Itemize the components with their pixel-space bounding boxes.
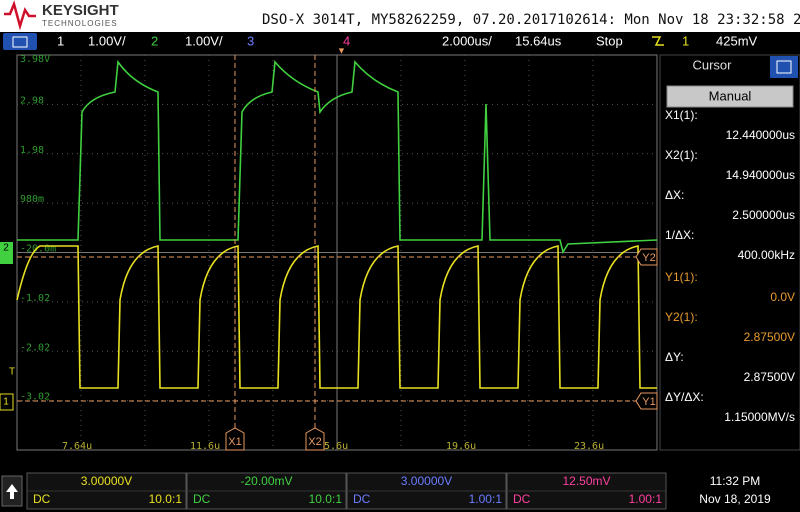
readout-value: 14.940000us	[726, 168, 795, 182]
ch3-label: 3	[247, 33, 254, 48]
x1-flag[interactable]	[225, 427, 245, 451]
menu-button[interactable]	[3, 33, 37, 50]
y1-flag[interactable]	[635, 392, 658, 410]
status-bg	[0, 32, 800, 52]
x-label: 19.6u	[446, 441, 476, 452]
y-label: 1.98	[20, 145, 44, 156]
y-label: 2.98	[20, 95, 44, 106]
clock-date: Nov 18, 2019	[699, 492, 771, 506]
channel-offset: 3.00000V	[401, 474, 452, 488]
ch1-label: 1	[57, 33, 64, 48]
channel-coupling: DC	[193, 492, 211, 506]
x-labels: 7.64u 11.6u 15.6u 19.6u 23.6u	[62, 441, 604, 452]
readout-value: 400.00kHz	[738, 248, 795, 262]
x2-label: X2	[308, 436, 321, 448]
y-label: 3.98V	[20, 54, 50, 65]
y-label: -3.02	[20, 392, 50, 403]
channel-probe: 10.0:1	[149, 492, 183, 506]
mode: Manual	[709, 88, 752, 103]
x2-flag[interactable]	[305, 427, 325, 451]
ch4-label: 4	[343, 33, 350, 48]
trigger-level: 425mV	[716, 33, 758, 48]
y-label: 980m	[20, 194, 44, 205]
mode-button[interactable]	[666, 85, 794, 108]
readout-label: Y1(1):	[665, 270, 698, 284]
y-label: -20.0m	[20, 244, 56, 255]
readout-value: 2.87500V	[744, 330, 795, 344]
panel-menu-icon	[776, 60, 792, 74]
header-bg	[0, 0, 800, 32]
menu-icon	[12, 36, 28, 48]
readout-label: ΔX:	[665, 188, 684, 202]
y-label: -1.02	[20, 293, 50, 304]
readout-value: 1.15000MV/s	[724, 410, 795, 424]
ch2-marker: 2	[3, 243, 9, 254]
trigger-icon	[652, 36, 664, 46]
timebase: 2.000us/	[442, 33, 492, 48]
x-label: 7.64u	[62, 441, 92, 452]
ch2-scale: 1.00V/	[185, 33, 223, 48]
channel-offset: 12.50mV	[562, 474, 610, 488]
y-label: -2.02	[20, 342, 50, 353]
channel-probe: 1.00:1	[469, 492, 503, 506]
readout-value: 12.440000us	[726, 128, 795, 142]
readout-label: X2(1):	[665, 148, 698, 162]
trigger-marker: T	[9, 367, 15, 378]
y-labels: 3.98V 2.98 1.98 980m -20.0m -1.02 -2.02 -3.02	[20, 54, 56, 403]
run-state: Stop	[596, 33, 623, 48]
trigger-pos: ▼	[337, 45, 346, 55]
trigger-source: 1	[682, 33, 689, 48]
delay: 15.64us	[515, 33, 562, 48]
y2-label: Y2	[642, 252, 655, 264]
ch2-marker-bg	[0, 242, 13, 264]
readout-value: 2.87500V	[744, 370, 795, 384]
channel-offset: -20.00mV	[240, 474, 292, 488]
x-label: 11.6u	[190, 441, 220, 452]
readout-label: 1/ΔX:	[665, 228, 694, 242]
readout-value: 0.0V	[770, 290, 795, 304]
readout-label: X1(1):	[665, 108, 698, 122]
home-icon	[6, 484, 18, 499]
x1-label: X1	[228, 436, 241, 448]
logo-icon	[4, 0, 36, 31]
cursor-panel	[659, 54, 800, 451]
ch1-scale: 1.00V/	[88, 33, 126, 48]
channel-coupling: DC	[353, 492, 371, 506]
readout-value: 2.500000us	[732, 208, 795, 222]
clock-time: 11:32 PM	[710, 474, 760, 488]
y2-flag[interactable]	[635, 248, 658, 266]
panel-title: Cursor	[692, 57, 732, 72]
readout-label: ΔY:	[665, 350, 684, 364]
ch1-marker-bg	[0, 393, 14, 411]
x-label: 23.6u	[574, 441, 604, 452]
channel-coupling: DC	[33, 492, 51, 506]
channel-coupling: DC	[513, 492, 531, 506]
brand: KEYSIGHT	[42, 2, 119, 19]
ch1-waveform	[16, 245, 657, 389]
channel-probe: 10.0:1	[309, 492, 343, 506]
x-label: 15.6u	[318, 441, 348, 452]
channel-probe: 1.00:1	[629, 492, 663, 506]
panel-menu[interactable]	[770, 56, 798, 78]
ch2-waveform	[17, 59, 658, 255]
title: DSO-X 3014T, MY58262259, 07.20.201710261…	[262, 12, 800, 28]
ch2-label: 2	[151, 33, 158, 48]
brand-sub: TECHNOLOGIES	[42, 19, 118, 28]
readout-label: Y2(1):	[665, 310, 698, 324]
readout-label: ΔY/ΔX:	[665, 390, 704, 404]
channel-offset: 3.00000V	[81, 474, 132, 488]
ch1-marker: 1	[3, 397, 9, 408]
y1-label: Y1	[642, 396, 655, 408]
